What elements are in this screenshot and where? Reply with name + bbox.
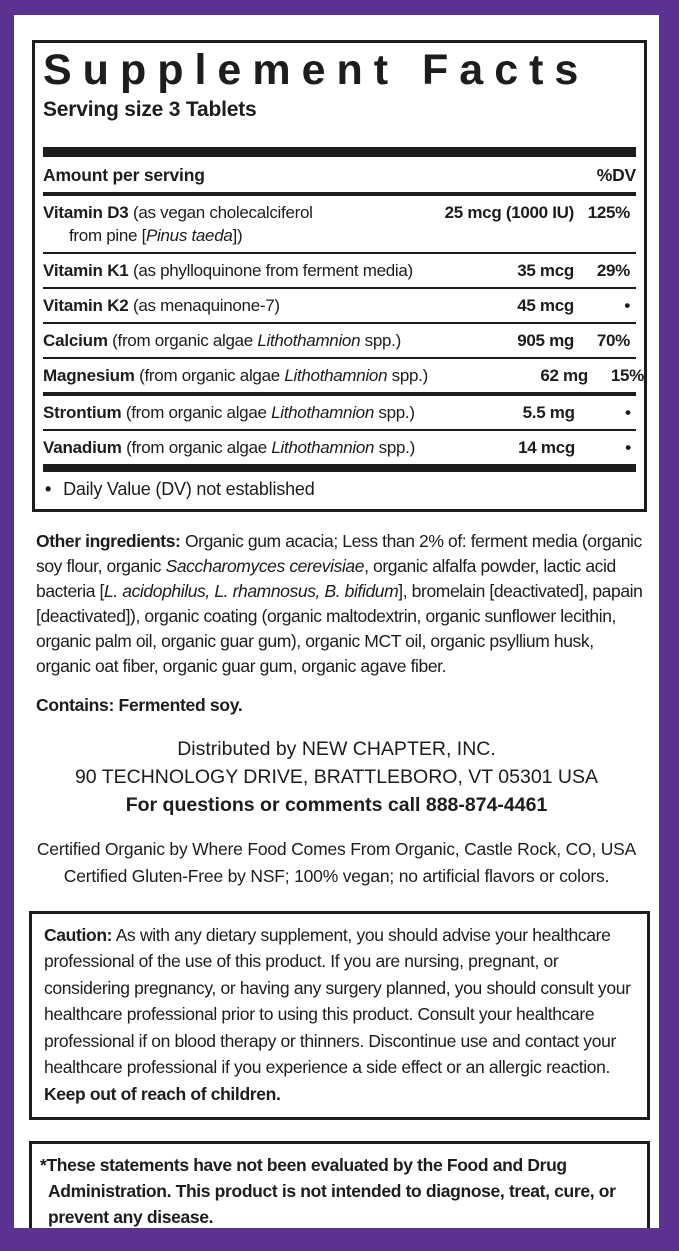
nutrient-dv: 15% [610,365,644,385]
nutrient-name: Vitamin K2 (as menaquinone-7) [43,295,280,315]
contact-phone: For questions or comments call 888-874-4… [125,793,548,816]
amount-per-serving-header: Amount per serving [43,164,205,185]
nutrient-amount: 45 mcg [517,295,574,315]
other-ingredients: Other ingredients: Organic gum acacia; L… [36,530,643,676]
panel-title: Supplement Facts [43,46,590,94]
nutrient-amount: 905 mg [517,330,574,350]
nutrient-dv: 125% [587,202,631,222]
allergen-statement: Contains: Fermented soy. [36,694,243,715]
nutrient-name: Vanadium (from organic algae Lithothamni… [43,437,415,457]
dv-header: %DV [596,164,636,185]
distributor-name: Distributed by NEW CHAPTER, INC. [177,737,496,760]
distributor-address: 90 TECHNOLOGY DRIVE, BRATTLEBORO, VT 053… [74,765,599,788]
nutrient-dv: 29% [596,260,630,280]
distributor-info: Distributed by NEW CHAPTER, INC. 90 TECH… [14,735,659,819]
nutrient-amount: 5.5 mg [522,402,575,422]
footnote-bullet: • [45,478,52,499]
nutrient-amount: 35 mcg [517,260,574,280]
nutrient-dv: • [625,402,631,422]
fda-disclaimer-box: *These statements have not been evaluate… [29,1141,650,1228]
certifications: Certified Organic by Where Food Comes Fr… [14,836,659,890]
supplement-facts-panel: Supplement Facts Serving size 3 Tablets … [32,40,647,512]
nutrient-row-vitamin-k2: Vitamin K2 (as menaquinone-7) 45 mcg • [43,289,636,324]
nutrient-row-calcium: Calcium (from organic algae Lithothamnio… [43,324,636,359]
certified-organic-line: Certified Organic by Where Food Comes Fr… [36,838,637,859]
nutrient-name-continued: from pine [Pinus taeda]) [69,225,243,245]
serving-size: Serving size 3 Tablets [43,97,257,121]
nutrient-amount: 62 mg [540,365,588,385]
divider-bar-top [43,146,636,157]
nutrient-row-vitamin-k1: Vitamin K1 (as phylloquinone from fermen… [43,254,636,289]
table-header-row: Amount per serving %DV [43,157,636,192]
nutrient-name: Calcium (from organic algae Lithothamnio… [43,330,401,350]
nutrient-amount: 14 mcg [518,437,575,457]
nutrient-name: Vitamin K1 (as phylloquinone from fermen… [43,260,413,280]
header-rule [43,191,636,196]
divider-bar-bottom [43,463,636,472]
nutrient-name: Magnesium (from organic algae Lithothamn… [43,365,428,385]
nutrient-row-strontium: Strontium (from organic algae Lithothamn… [43,396,636,431]
nutrient-row-vitamin-d3: Vitamin D3 (as vegan cholecalciferol 25 … [43,196,636,254]
nutrient-dv: • [625,437,631,457]
certified-gluten-free-line: Certified Gluten-Free by NSF; 100% vegan… [63,865,610,886]
nutrient-row-magnesium: Magnesium (from organic algae Lithothamn… [43,359,644,396]
nutrient-name: Vitamin D3 (as vegan cholecalciferol [43,202,313,222]
nutrient-row-vanadium: Vanadium (from organic algae Lithothamni… [43,431,636,464]
dv-footnote: • Daily Value (DV) not established [45,478,315,499]
nutrient-amount: 25 mcg (1000 IU) [444,202,575,222]
caution-box: Caution: As with any dietary supplement,… [29,910,650,1121]
label-white-area: Supplement Facts Serving size 3 Tablets … [14,15,659,1228]
nutrient-dv: • [624,295,630,315]
nutrient-name: Strontium (from organic algae Lithothamn… [43,402,415,422]
nutrient-dv: 70% [596,330,630,350]
